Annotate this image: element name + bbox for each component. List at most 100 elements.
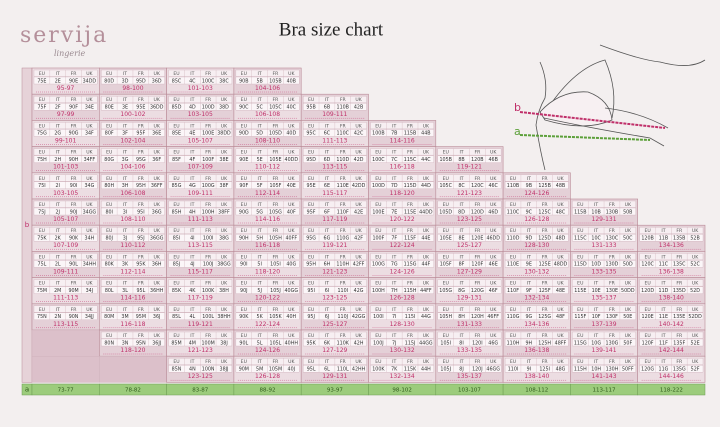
size-system-label: FR xyxy=(474,333,481,339)
size-system-label: IT xyxy=(123,202,127,208)
size-value: 115F xyxy=(574,314,586,320)
size-system-label: EU xyxy=(644,228,650,234)
size-value: 135D xyxy=(673,288,686,294)
torso-outline xyxy=(535,124,546,171)
size-system-label: EU xyxy=(241,97,247,103)
size-value: 120B xyxy=(471,157,483,163)
b-range: 123-125 xyxy=(188,373,213,380)
size-system-label: FR xyxy=(676,359,683,365)
size-value: 105G xyxy=(269,209,282,215)
size-system-label: FR xyxy=(273,202,280,208)
b-range: 111-113 xyxy=(53,295,78,302)
size-system-label: EU xyxy=(241,123,247,129)
size-value: 90L xyxy=(239,340,248,346)
size-system-label: IT xyxy=(392,359,396,365)
size-system-label: EU xyxy=(308,202,314,208)
size-system-label: EU xyxy=(375,281,381,287)
size-system-label: UK xyxy=(221,307,228,313)
size-system-label: EU xyxy=(577,307,583,313)
size-value: 42B xyxy=(354,105,363,111)
b-range: 128-130 xyxy=(524,242,549,249)
size-system-label: IT xyxy=(258,307,262,313)
size-value: 6D xyxy=(324,157,331,163)
size-value: 50DD xyxy=(621,288,635,294)
size-system-label: IT xyxy=(594,228,598,234)
size-value: 5D xyxy=(256,131,263,137)
size-system-label: FR xyxy=(138,176,145,182)
size-system-label: IT xyxy=(258,254,262,260)
size-system-label: UK xyxy=(355,333,362,339)
size-value: 5B xyxy=(256,78,262,84)
size-system-label: EU xyxy=(375,254,381,260)
size-system-label: FR xyxy=(609,307,616,313)
b-range: 114-116 xyxy=(390,137,415,144)
size-value: 95M xyxy=(136,314,146,320)
size-value: 11C xyxy=(659,262,669,268)
size-system-label: FR xyxy=(340,359,347,365)
size-value: 34H xyxy=(85,236,95,242)
size-system-label: IT xyxy=(325,228,329,234)
size-value: 11B xyxy=(659,236,668,242)
size-system-label: EU xyxy=(173,333,179,339)
size-system-label: IT xyxy=(123,123,127,129)
b-range: 125-127 xyxy=(457,242,482,249)
size-system-label: IT xyxy=(661,359,665,365)
size-system-label: FR xyxy=(609,228,616,234)
size-value: 50FF xyxy=(622,367,634,373)
size-value: 38C xyxy=(219,78,229,84)
size-value: 38FF xyxy=(218,209,230,215)
size-value: 105D xyxy=(269,131,282,137)
size-value: 10E xyxy=(592,288,601,294)
size-system-label: IT xyxy=(459,202,463,208)
size-value: 48B xyxy=(556,183,565,189)
size-system-label: EU xyxy=(39,281,45,287)
size-value: 48D xyxy=(556,236,566,242)
size-value: 75H xyxy=(37,157,47,163)
size-system-label: FR xyxy=(676,281,683,287)
a-range: 78-82 xyxy=(125,387,141,393)
size-value: 3F xyxy=(122,131,128,137)
b-range: 99-101 xyxy=(55,137,76,144)
size-system-label: EU xyxy=(308,307,314,313)
size-system-label: IT xyxy=(56,202,60,208)
size-value: 120G xyxy=(471,288,484,294)
size-system-label: FR xyxy=(71,281,78,287)
size-system-label: IT xyxy=(258,202,262,208)
size-value: 38GG xyxy=(217,262,231,268)
illustration-a-label: a xyxy=(514,125,521,138)
size-value: 90N xyxy=(69,314,79,320)
size-value: 2K xyxy=(55,236,62,242)
size-value: 7K xyxy=(391,367,398,373)
size-value: 4D xyxy=(189,105,196,111)
size-system-label: EU xyxy=(308,281,314,287)
size-value: 90G xyxy=(69,131,79,137)
size-value: 11F xyxy=(659,340,668,346)
size-system-label: UK xyxy=(423,202,430,208)
size-value: 80F xyxy=(105,131,114,137)
size-system-label: FR xyxy=(273,176,280,182)
size-value: 85M xyxy=(171,340,181,346)
size-system-label: UK xyxy=(355,202,362,208)
size-value: 7G xyxy=(391,262,398,268)
size-system-label: UK xyxy=(557,254,564,260)
size-system-label: IT xyxy=(325,359,329,365)
size-value: 80M xyxy=(104,314,114,320)
size-system-label: IT xyxy=(594,307,598,313)
size-value: 40C xyxy=(287,105,297,111)
size-system-label: IT xyxy=(258,71,262,77)
size-system-label: EU xyxy=(241,281,247,287)
size-system-label: UK xyxy=(86,150,93,156)
size-value: 2N xyxy=(54,314,61,320)
b-range: 118-120 xyxy=(255,268,280,275)
size-system-label: EU xyxy=(173,281,179,287)
size-value: 42FF xyxy=(353,262,365,268)
size-value: 42E xyxy=(354,209,363,215)
size-value: 100J xyxy=(203,262,214,268)
a-range: 98-102 xyxy=(392,387,411,393)
size-value: 4C xyxy=(189,78,196,84)
size-system-label: FR xyxy=(138,254,145,260)
size-value: 42G xyxy=(354,288,364,294)
size-system-label: IT xyxy=(392,333,396,339)
size-value: 52E xyxy=(691,340,700,346)
size-value: 3M xyxy=(121,314,128,320)
